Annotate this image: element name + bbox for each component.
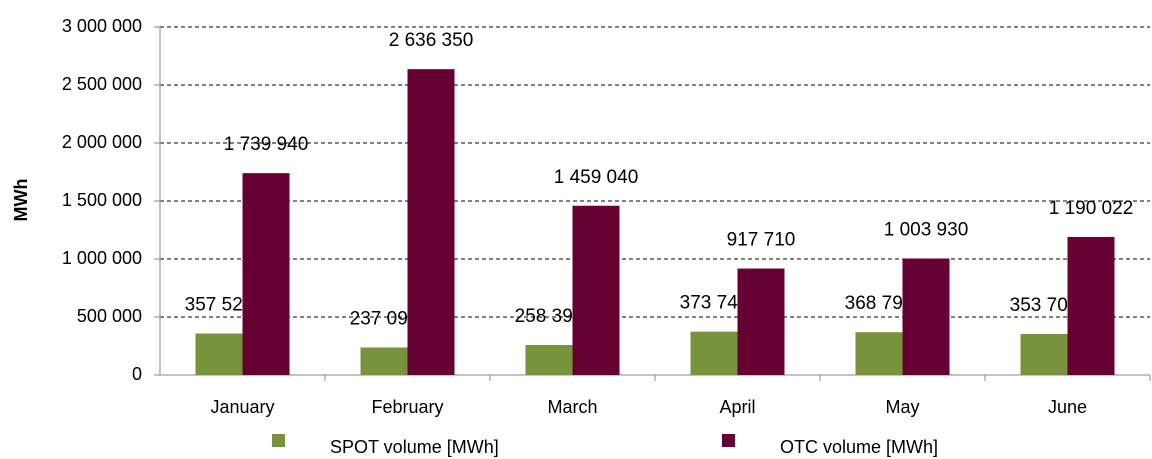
- y-tick-label: 1 500 000: [62, 190, 142, 210]
- data-label: 353 702: [1010, 295, 1079, 316]
- bar: [360, 347, 408, 375]
- y-tick-label: 0: [132, 364, 142, 384]
- bar: [690, 331, 738, 375]
- y-tick-label: 2 500 000: [62, 74, 142, 94]
- data-label: 357 521: [185, 295, 254, 316]
- data-label: 258 395: [515, 306, 584, 327]
- x-tick-label: March: [547, 397, 597, 417]
- data-label: 2 636 350: [389, 30, 474, 51]
- data-label: 237 099: [350, 309, 419, 330]
- x-tick-label: June: [1048, 397, 1087, 417]
- bar: [242, 173, 290, 375]
- bar: [737, 268, 785, 375]
- data-label: 1 459 040: [554, 167, 639, 188]
- data-label: 373 742: [680, 293, 749, 314]
- y-tick-label: 2 000 000: [62, 132, 142, 152]
- data-label: 1 739 940: [224, 134, 309, 155]
- data-label: 1 003 930: [884, 220, 969, 241]
- bar: [525, 345, 573, 375]
- bar: [407, 69, 455, 375]
- y-axis-label: MWh: [11, 179, 31, 222]
- bar: [1020, 333, 1068, 375]
- legend-label: OTC volume [MWh]: [780, 437, 938, 457]
- bar: [1067, 236, 1115, 375]
- bar: [195, 333, 243, 375]
- x-tick-label: February: [371, 397, 443, 417]
- bar: [572, 205, 620, 375]
- x-tick-label: May: [885, 397, 919, 417]
- legend-label: SPOT volume [MWh]: [330, 437, 499, 457]
- y-tick-label: 500 000: [77, 306, 142, 326]
- data-label: 917 710: [727, 230, 796, 251]
- data-label: 368 799: [845, 293, 914, 314]
- legend-swatch: [272, 434, 285, 447]
- y-tick-label: 1 000 000: [62, 248, 142, 268]
- bar: [902, 258, 950, 375]
- x-tick-label: April: [719, 397, 755, 417]
- data-label: 1 190 022: [1049, 198, 1134, 219]
- bar: [855, 332, 903, 375]
- legend-swatch: [722, 434, 735, 447]
- y-tick-label: 3 000 000: [62, 16, 142, 36]
- x-tick-label: January: [210, 397, 274, 417]
